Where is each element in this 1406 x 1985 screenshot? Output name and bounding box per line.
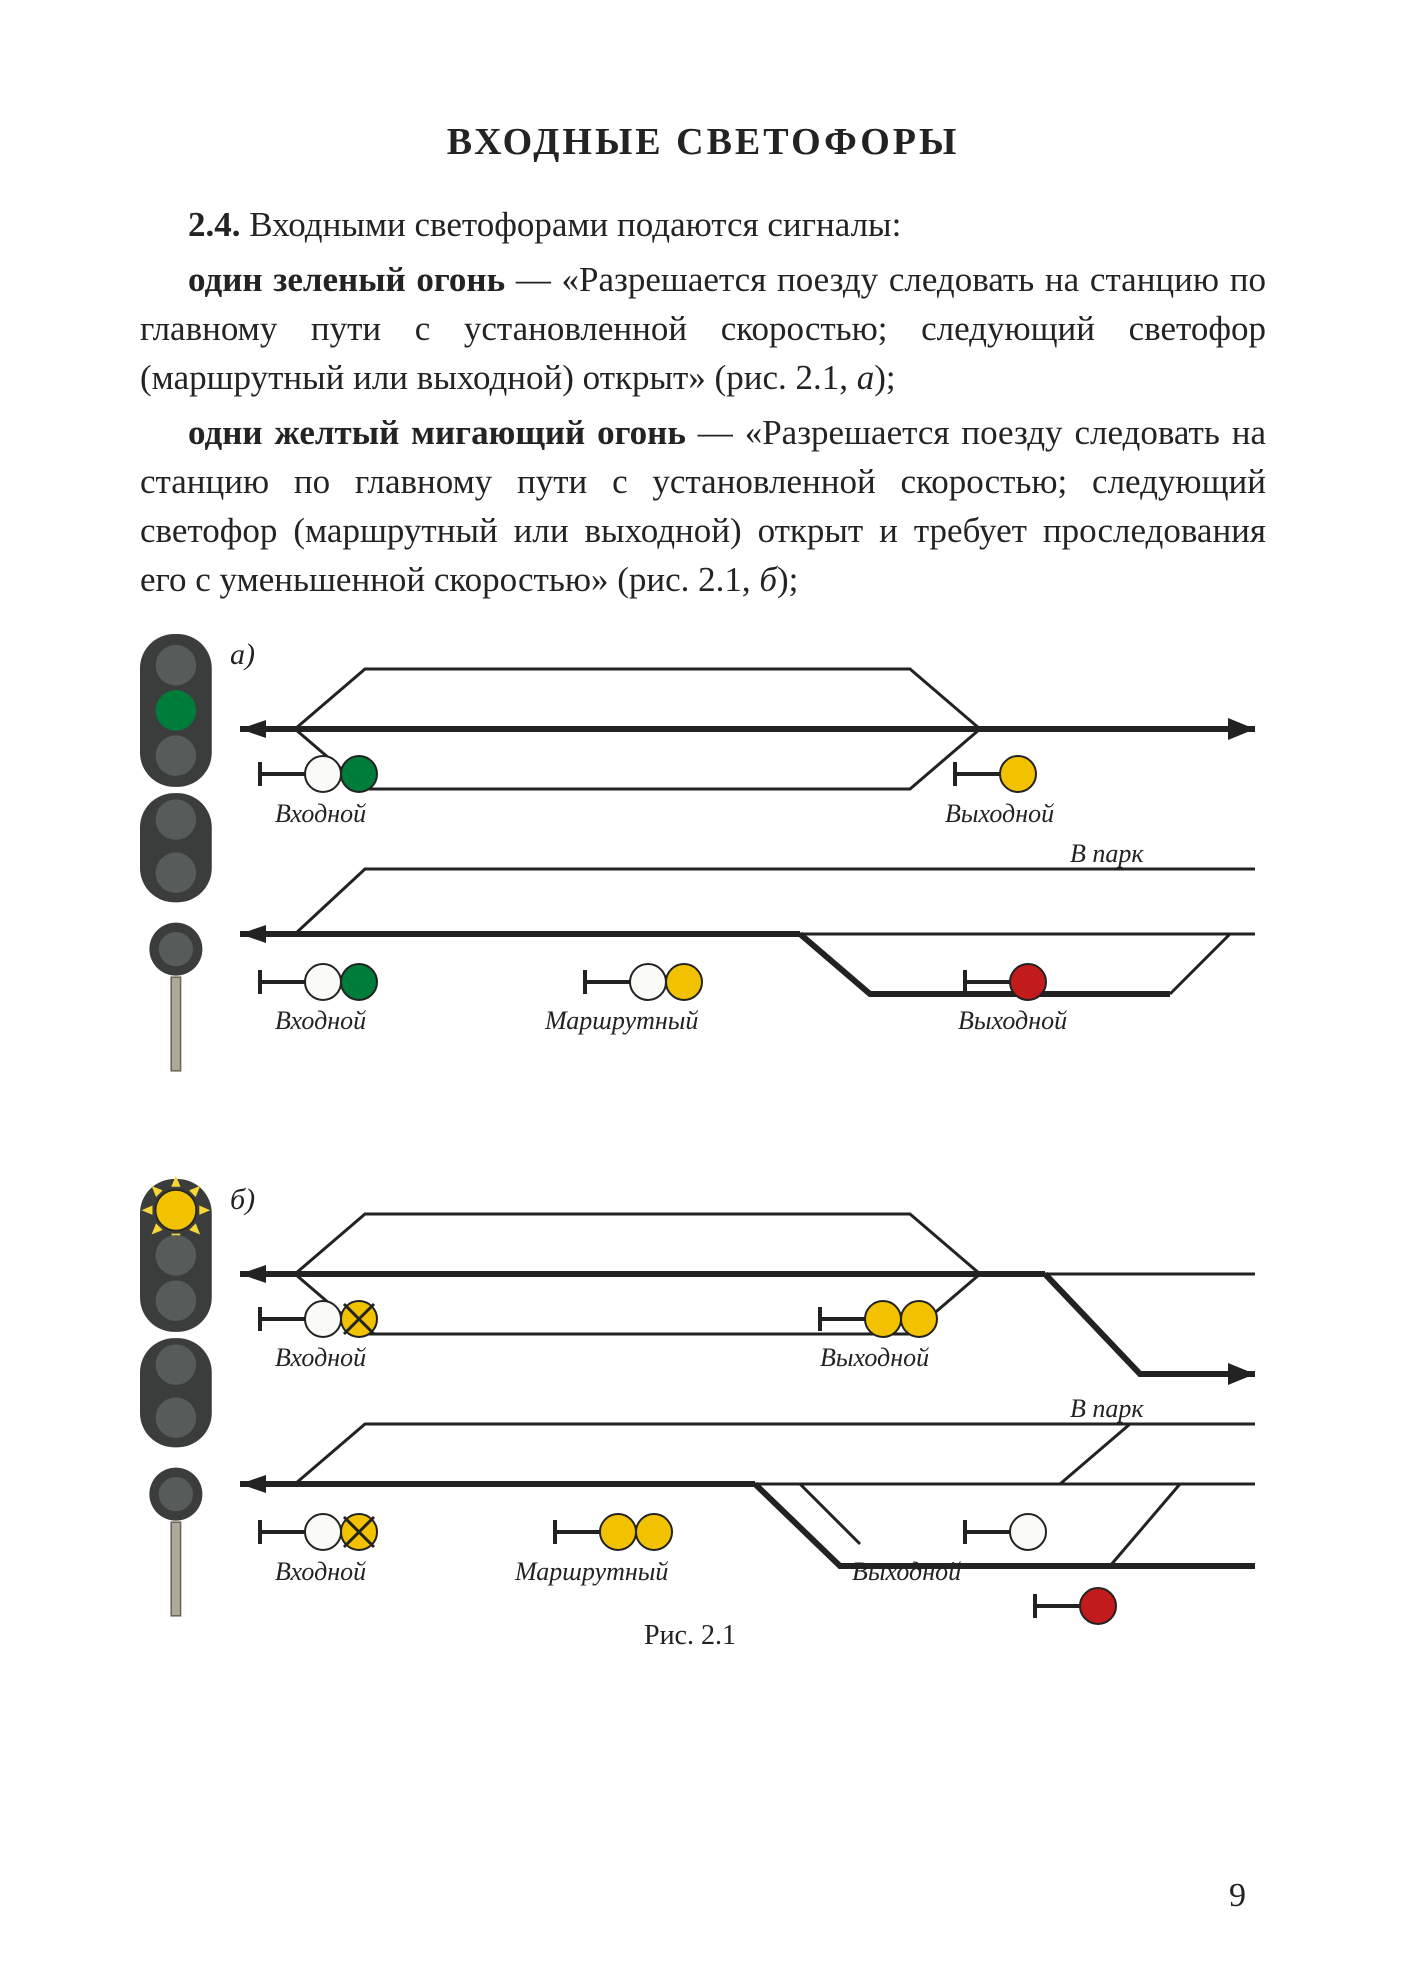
label-vhod-b2: Входной [275, 1557, 366, 1586]
fig-ref-b: б [759, 560, 777, 599]
label-b: б) [230, 1183, 255, 1216]
para2-end: ); [874, 358, 895, 397]
label-vpark-b: В парк [1070, 1394, 1144, 1423]
dwarf-vyhod-red-b2 [1035, 1588, 1116, 1624]
dwarf-vhod-b1 [260, 1301, 377, 1337]
page-title: ВХОДНЫЕ СВЕТОФОРЫ [140, 120, 1266, 164]
scene-a-bot: В парк [240, 839, 1255, 1035]
dwarf-vhod-b2 [260, 1514, 377, 1550]
figure-caption: Рис. 2.1 [644, 1620, 736, 1651]
paragraph-2-4: 2.4. Входными светофорами подаются сигна… [140, 200, 1266, 249]
mast-signal-b [140, 1176, 212, 1616]
dwarf-vhod-a2 [260, 964, 377, 1000]
fig-ref-a: а [857, 358, 875, 397]
page-number: 9 [1229, 1877, 1246, 1915]
paragraph-yellow-flash: одни желтый мигающий огонь — «Разрешаетс… [140, 408, 1266, 604]
label-vhod-a1: Входной [275, 799, 366, 828]
label-vpark-a: В парк [1070, 839, 1144, 868]
scene-b-bot: В парк [240, 1394, 1255, 1624]
label-vyhod-a2: Выходной [958, 1006, 1067, 1035]
label-vyhod-b2: Выходной [852, 1557, 961, 1586]
paragraph-green: один зеленый огонь — «Разрешается поезду… [140, 255, 1266, 402]
label-vhod-a2: Входной [275, 1006, 366, 1035]
section-number: 2.4. [188, 205, 241, 244]
dwarf-vyhod-a1 [955, 756, 1036, 792]
label-marsh-b2: Маршрутный [514, 1557, 668, 1586]
dwarf-vyhod-b1 [820, 1301, 937, 1337]
dwarf-marsh-b2 [555, 1514, 672, 1550]
dwarf-vhod-a1 [260, 756, 377, 792]
dwarf-marsh-a2 [585, 964, 702, 1000]
mast-signal-a [140, 634, 212, 1071]
label-a: а) [230, 638, 255, 671]
signal-name-green: один зеленый огонь [188, 260, 505, 299]
para3-end: ); [777, 560, 798, 599]
document-page: ВХОДНЫЕ СВЕТОФОРЫ 2.4. Входными светофор… [0, 0, 1406, 1985]
label-vyhod-b1: Выходной [820, 1343, 929, 1372]
scene-b-top: Входной Выходной [240, 1214, 1255, 1385]
scene-a-top: Входной Выходной [240, 669, 1255, 828]
dwarf-vyhod-white-b2 [965, 1514, 1046, 1550]
label-marsh-a2: Маршрутный [544, 1006, 698, 1035]
para1-lead: Входными светофорами подаются сигналы: [241, 205, 902, 244]
figure-2-1: а) [140, 634, 1266, 1734]
label-vyhod-a1: Выходной [945, 799, 1054, 828]
label-vhod-b1: Входной [275, 1343, 366, 1372]
figure-svg: а) [100, 634, 1280, 1734]
signal-name-yellow-flash: одни желтый мигающий огонь [188, 413, 686, 452]
